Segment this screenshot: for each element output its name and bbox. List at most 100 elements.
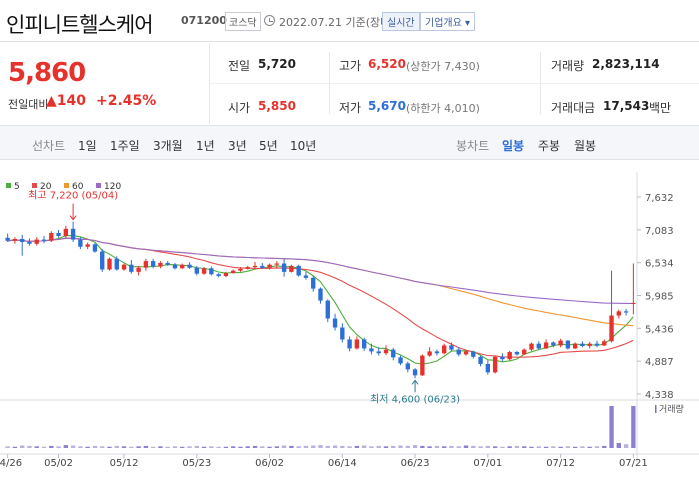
company-overview-button[interactable]: 기업개요 ▾ (420, 12, 476, 31)
volume-bar (12, 446, 18, 448)
low-arrow-head (411, 379, 419, 385)
volume-bar (602, 445, 607, 448)
volume-bar (187, 446, 192, 448)
legend-swatch-1 (32, 183, 37, 188)
volume-label: 거래량 (659, 403, 684, 415)
change-label: 전일대비 (8, 98, 49, 111)
candle-body (158, 262, 163, 267)
candle-body (340, 327, 345, 340)
candle-body (121, 264, 127, 270)
volume-bar (412, 445, 418, 448)
volume-bar (507, 446, 512, 448)
amount-unit: 백만 (649, 101, 672, 115)
period-5y[interactable]: 5년 (259, 139, 278, 153)
candle-body (514, 352, 520, 355)
volume-bar (92, 445, 98, 448)
realtime-button[interactable]: 실시간 (382, 12, 420, 31)
candle-body (572, 343, 578, 349)
chevron-down-icon: ▾ (465, 18, 471, 29)
volume-bar (129, 446, 134, 448)
candle-body (100, 251, 105, 270)
candle-body (252, 265, 258, 268)
volume-bar (427, 446, 432, 448)
candle-body (281, 263, 287, 272)
candle-body (551, 342, 556, 346)
period-1w[interactable]: 1주일 (110, 139, 140, 153)
price-panel (0, 43, 210, 124)
x-tick-label-6: 06/23 (401, 458, 430, 469)
volume-bar (63, 445, 69, 448)
volume-bar (449, 445, 454, 448)
volume-bar (180, 446, 185, 448)
period-3y[interactable]: 3년 (228, 139, 247, 153)
candle-body (412, 369, 418, 376)
candle-body (354, 339, 360, 349)
date-value: 2022.07.21 (279, 16, 342, 29)
volume-bar (492, 446, 498, 448)
candle-body (507, 352, 512, 360)
candle-body (70, 228, 76, 240)
legend-swatch-3 (96, 183, 101, 188)
candle-body (565, 340, 571, 349)
candle-body (187, 264, 192, 268)
candle-body (492, 356, 498, 373)
period-3m[interactable]: 3개월 (153, 139, 183, 153)
volume-bar (209, 446, 214, 448)
period-1d[interactable]: 1일 (78, 139, 97, 153)
candle-body (405, 363, 410, 370)
candle-body (216, 274, 221, 277)
change-percent: +2.45% (96, 93, 157, 109)
candle-body (165, 262, 170, 265)
candle-body (20, 238, 25, 242)
open-label: 시가 (228, 101, 251, 115)
volume-bar (27, 445, 32, 448)
candle-body (580, 343, 585, 347)
volume-bar (281, 445, 287, 448)
volume-bar (551, 446, 556, 448)
candle-body (361, 339, 367, 349)
legend-swatch-0 (6, 183, 11, 188)
candle-body (27, 241, 32, 244)
volume-bar (267, 446, 272, 448)
candle-body (456, 349, 461, 355)
legend-label-3: 120 (104, 182, 121, 192)
y-tick-label-0: 7,632 (645, 193, 674, 204)
period-1y[interactable]: 1년 (196, 139, 215, 153)
candle-body (180, 264, 185, 269)
candle-body (543, 342, 549, 349)
candle-body (274, 263, 280, 265)
volume-bar (398, 445, 403, 448)
volume-bar (485, 445, 491, 448)
legend-swatch-2 (64, 183, 69, 188)
period-10y[interactable]: 10년 (290, 139, 317, 153)
candle-body (92, 244, 98, 252)
divider (210, 83, 699, 84)
candle-body (63, 228, 69, 236)
volume-bar (252, 445, 258, 448)
candlestick-chart: 5 20 60 120 7,632 7,083 6,534 5,985 5,436 4,887 4,… (0, 172, 699, 469)
volume-bar (238, 446, 243, 448)
volume-bar (49, 445, 54, 448)
lower-limit: (하한가 4,010) (406, 102, 480, 115)
open-value: 5,850 (258, 99, 296, 113)
candle-body (5, 237, 10, 241)
candle-daily[interactable]: 일봉 (502, 139, 525, 153)
volume-bar (150, 446, 156, 448)
candle-body (12, 238, 18, 241)
candle-body (434, 351, 440, 354)
volume-bar (572, 446, 578, 448)
candle-body (136, 267, 141, 272)
volume-bar (194, 445, 199, 448)
candle-weekly[interactable]: 주봉 (538, 139, 561, 153)
volume-bar (340, 445, 345, 448)
volume-bar (543, 446, 549, 448)
market-badge: 코스닥 (225, 12, 261, 31)
candle-body (107, 258, 112, 270)
candle-monthly[interactable]: 월봉 (574, 139, 597, 153)
stock-header (0, 0, 699, 42)
candle-body (238, 268, 243, 271)
chart-toolbar (0, 125, 699, 160)
volume-bar (536, 446, 541, 448)
current-price: 5,860 (8, 58, 86, 88)
x-tick-label-8: 07/12 (546, 458, 575, 469)
